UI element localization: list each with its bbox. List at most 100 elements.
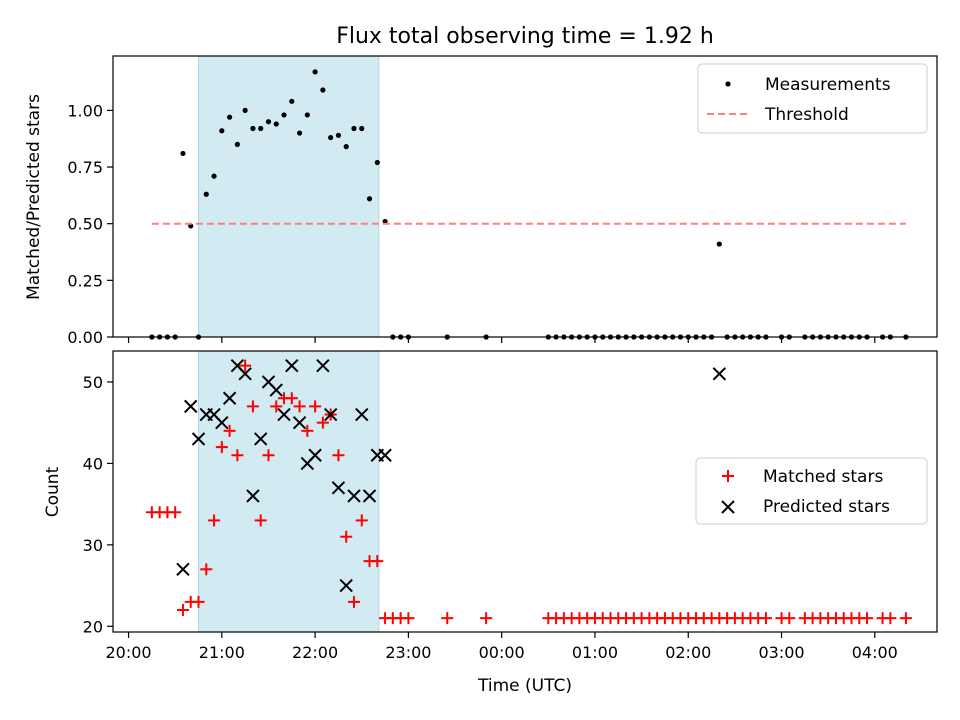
y-tick-label: 30 [83, 536, 103, 555]
data-point [366, 196, 373, 202]
data-point [191, 432, 206, 446]
x-tick-label: 22:00 [292, 643, 338, 662]
data-point [250, 125, 256, 132]
top-panel: Flux total observing time = 1.92 h 0.00 0… [24, 24, 938, 347]
y-tick-label: 1.00 [67, 101, 103, 120]
data-point [269, 383, 283, 397]
data-point [355, 407, 369, 422]
data-point [339, 578, 353, 593]
y-tick-label: 0.00 [67, 328, 103, 347]
data-point [180, 150, 186, 157]
data-point [332, 449, 345, 462]
data-point [293, 400, 306, 413]
data-point [215, 415, 229, 430]
data-point [312, 69, 318, 75]
y-tick-label: 0.50 [67, 215, 103, 234]
data-point [378, 448, 392, 462]
data-point [328, 134, 334, 141]
data-point [289, 98, 295, 104]
data-point [323, 407, 338, 422]
data-point [759, 612, 772, 625]
data-point [374, 159, 380, 166]
x-axis [127, 337, 876, 343]
data-point [884, 612, 897, 625]
data-point [211, 173, 217, 179]
data-point [783, 612, 796, 625]
data-point [246, 400, 259, 413]
data-point [335, 132, 342, 138]
highlight-span-rect [198, 55, 380, 338]
x-tick-label: 21:00 [199, 643, 245, 662]
data-point [861, 612, 874, 625]
legend-label-predicted: Predicted stars [763, 497, 890, 517]
data-point [712, 367, 727, 381]
data-point [296, 130, 303, 136]
legend-box [697, 63, 928, 134]
data-point [176, 604, 189, 617]
data-point [359, 125, 365, 132]
data-point [215, 441, 228, 454]
data-point [351, 125, 357, 132]
data-point [169, 506, 182, 519]
data-point [258, 125, 264, 132]
data-point [292, 415, 307, 430]
data-point [262, 449, 275, 462]
highlight-span [198, 55, 380, 338]
y-axis: 0.00 0.25 0.50 0.75 1.00 [67, 101, 113, 347]
legend-label-matched: Matched stars [763, 467, 883, 487]
data-point [281, 112, 287, 118]
data-point [320, 87, 326, 93]
data-point [355, 514, 368, 527]
data-point [309, 400, 322, 413]
data-point [222, 391, 237, 405]
data-point [308, 448, 322, 462]
data-point [347, 489, 361, 503]
data-point [208, 514, 221, 527]
data-point [234, 141, 240, 147]
x-tick-label: 00:00 [479, 643, 525, 662]
legend-label-measurements: Measurements [765, 75, 891, 95]
data-point [331, 481, 346, 495]
x-axis: 20:00 21:00 22:00 23:00 00:00 01:00 02:00 03:00… [105, 632, 898, 662]
data-point [192, 595, 205, 608]
x-tick-label: 02:00 [665, 643, 711, 662]
x-tick-label: 23:00 [385, 643, 431, 662]
y-axis-label: Count [43, 466, 63, 517]
data-point [223, 424, 236, 437]
data-point [285, 392, 298, 405]
legend-marker-measurements [725, 81, 731, 87]
x-axis-label: Time (UTC) [477, 676, 572, 696]
legend-marker-matched [722, 470, 734, 482]
data-point [246, 489, 260, 503]
bottom-panel: 20 30 40 50 20:00 21:00 22:00 23:00 00:00 01:00 0… [43, 350, 938, 696]
axes-frame [112, 350, 938, 633]
data-point [219, 128, 225, 134]
legend: Matched stars Predicted stars [695, 457, 928, 525]
chart-title: Flux total observing time = 1.92 h [336, 24, 714, 49]
legend-label-threshold: Threshold [764, 105, 849, 125]
data-point [285, 358, 299, 373]
data-point [238, 367, 252, 381]
data-point [371, 555, 384, 568]
data-point [340, 530, 353, 543]
data-point [253, 432, 268, 446]
data-point [184, 399, 198, 414]
x-tick-label: 01:00 [572, 643, 618, 662]
y-tick-label: 0.75 [67, 158, 103, 177]
legend-box [695, 457, 928, 525]
data-point [254, 514, 267, 527]
x-tick-label: 03:00 [758, 643, 804, 662]
plot-area [149, 69, 909, 340]
data-point [343, 144, 349, 150]
data-point [239, 359, 252, 372]
data-point [265, 119, 272, 125]
y-axis-label: Matched/Predicted stars [24, 94, 44, 300]
x-tick-label: 04:00 [852, 643, 898, 662]
data-point [480, 612, 493, 625]
data-point [899, 612, 912, 625]
data-point [362, 489, 377, 503]
data-point [242, 107, 248, 113]
legend-marker-predicted [721, 500, 735, 514]
data-point [316, 416, 329, 429]
